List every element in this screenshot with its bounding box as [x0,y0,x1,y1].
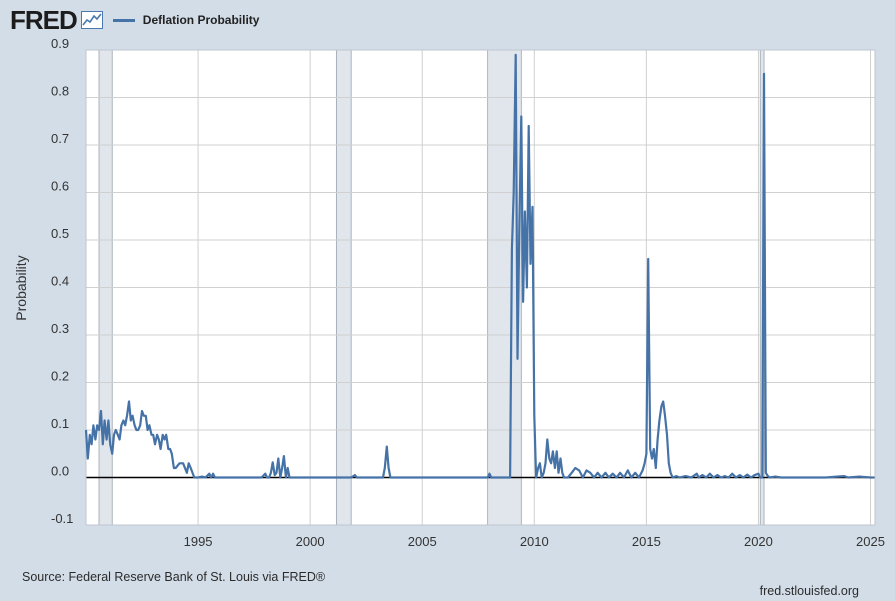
legend-swatch [112,18,135,22]
source-note: Source: Federal Reserve Bank of St. Loui… [22,570,326,584]
x-tick-label: 1995 [184,534,213,549]
y-tick-label: 0.9 [51,36,69,51]
y-tick-label: 0.5 [51,226,69,241]
y-tick-label: 0.7 [51,131,69,146]
x-tick-label: 2010 [520,534,549,549]
y-axis-label: Probability [13,255,29,321]
x-tick-label: 2000 [296,534,325,549]
y-tick-label: 0.8 [51,84,69,99]
y-tick-label: 0.0 [51,464,69,479]
x-tick-label: 2005 [408,534,437,549]
y-tick-label: 0.3 [51,321,69,336]
chart-area: -0.1 0.0 0.1 0.2 0.3 0.4 0.5 0.6 0.7 0.8 0.9 1995 20… [51,36,885,549]
x-tick-label: 2015 [632,534,661,549]
x-tick-label: 2025 [856,534,885,549]
y-tick-label: 0.2 [51,369,69,384]
line-chart-icon [80,11,103,29]
series-line-deflation-probability [84,53,875,479]
site-link[interactable]: fred.stlouisfed.org [759,584,859,598]
x-tick-label: 2020 [744,534,773,549]
y-tick-label: 0.6 [51,179,69,194]
chart-header: FRED Deflation Probability [10,6,259,34]
plot-frame [85,49,876,526]
y-tick-label: 0.1 [51,416,69,431]
y-tick-label: -0.1 [51,511,73,526]
legend-label[interactable]: Deflation Probability [142,13,260,27]
y-tick-label: 0.4 [51,274,69,289]
fred-logo[interactable]: FRED [10,5,78,35]
